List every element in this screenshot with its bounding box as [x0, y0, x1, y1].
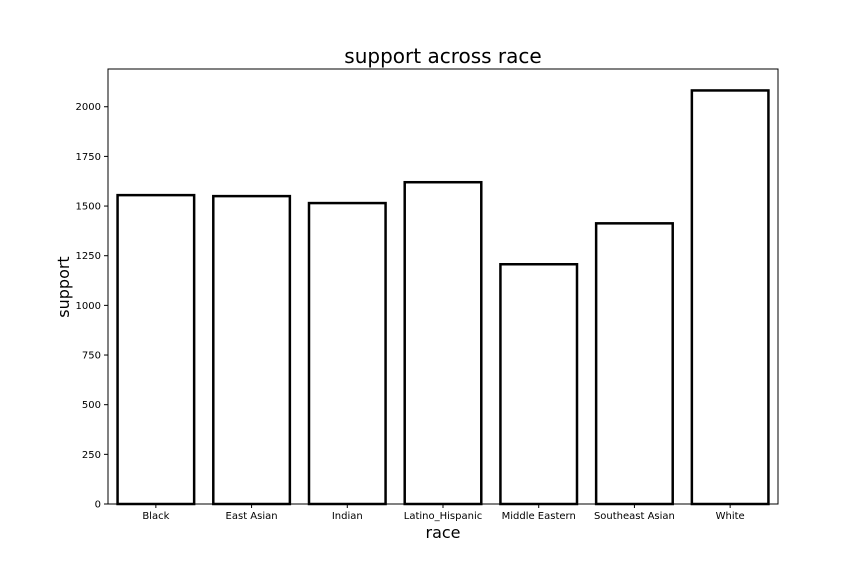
bar-indian [307, 201, 387, 506]
x-axis-ticks: Black East Asian Indian Latino_Hispanic Midd… [142, 504, 745, 522]
x-tick-label: White [716, 511, 745, 522]
bar-white [690, 89, 770, 506]
x-tick-label: Black [142, 511, 169, 522]
bar-southeast-asian [594, 222, 674, 506]
y-tick-label: 500 [82, 400, 101, 411]
x-axis-label: race [425, 523, 460, 542]
y-tick-label: 250 [82, 450, 101, 461]
bar-east-asian [212, 194, 292, 506]
y-tick-label: 2000 [76, 102, 101, 113]
x-tick-label: Southeast Asian [594, 511, 675, 522]
plot-area [116, 89, 770, 506]
y-tick-label: 0 [95, 500, 101, 511]
x-tick-label: Middle Eastern [502, 511, 576, 522]
y-tick-label: 750 [82, 351, 101, 362]
bar-black [116, 193, 196, 506]
x-tick-label: Latino_Hispanic [404, 511, 482, 522]
x-tick-label: East Asian [226, 511, 278, 522]
bar-middle-eastern [499, 263, 579, 506]
y-axis-label: support [54, 256, 73, 317]
y-axis-ticks: 0 250 500 750 1000 1250 1500 1750 2000 [76, 102, 108, 511]
y-tick-label: 1750 [76, 152, 101, 163]
bar-latino-hispanic [403, 180, 483, 506]
y-tick-label: 1000 [76, 301, 101, 312]
x-tick-label: Indian [332, 511, 363, 522]
y-tick-label: 1250 [76, 251, 101, 262]
chart-title: support across race [344, 44, 541, 68]
y-tick-label: 1500 [76, 202, 101, 213]
